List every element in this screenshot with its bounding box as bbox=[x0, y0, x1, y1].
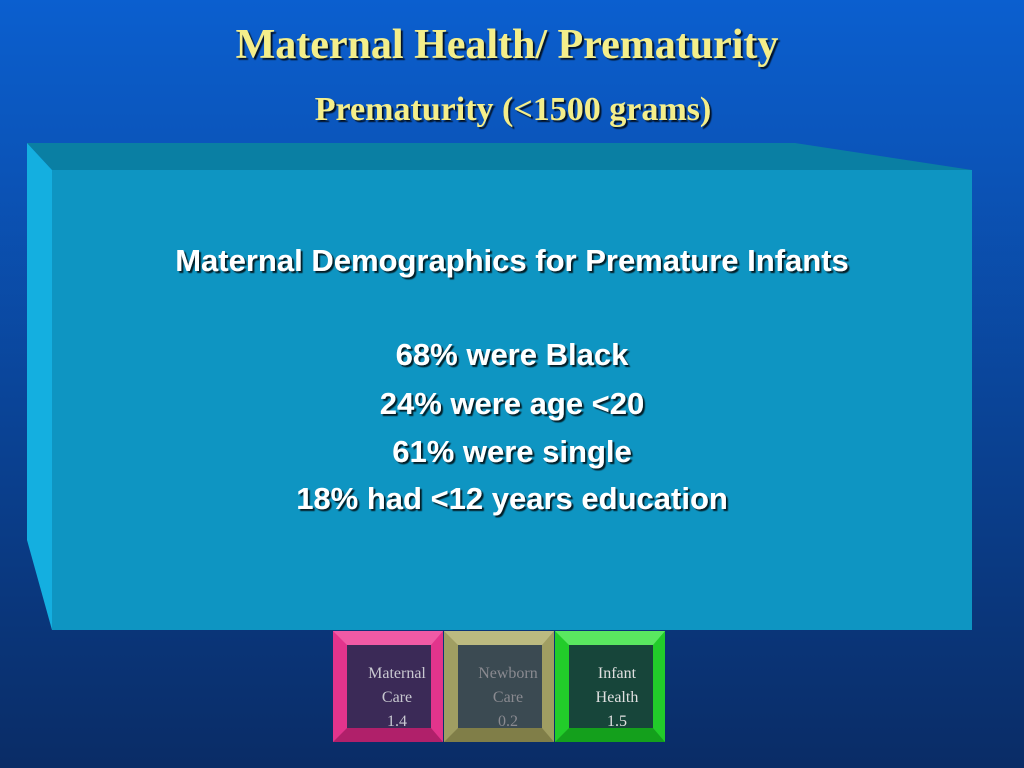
button-label: Care bbox=[382, 689, 412, 706]
button-label: Health bbox=[596, 689, 639, 706]
bevel bbox=[555, 631, 665, 645]
button[interactable]: Infant Health 1.5 bbox=[555, 631, 665, 742]
bevel bbox=[444, 728, 554, 742]
button-label: Newborn bbox=[478, 665, 538, 682]
button-label: 1.5 bbox=[607, 713, 627, 730]
panel-line: 18% had <12 years education bbox=[296, 481, 728, 516]
button-label: Care bbox=[493, 689, 523, 706]
panel-line: 24% were age <20 bbox=[380, 386, 645, 421]
title: Maternal Health/ Prematurity bbox=[236, 22, 779, 68]
button-face bbox=[569, 645, 653, 728]
button-label: Maternal bbox=[368, 665, 426, 682]
bevel bbox=[333, 728, 443, 742]
panel-line: 68% were Black bbox=[396, 337, 629, 372]
button-label: 1.4 bbox=[387, 713, 407, 730]
bevel bbox=[444, 631, 554, 645]
panel-line: 61% were single bbox=[392, 434, 632, 469]
panel-heading: Maternal Demographics for Premature Infa… bbox=[175, 243, 849, 278]
button-face bbox=[458, 645, 542, 728]
panel-top bbox=[27, 143, 972, 170]
button-face bbox=[347, 645, 431, 728]
button-label: Infant bbox=[598, 665, 637, 682]
panel-face bbox=[52, 170, 972, 630]
bevel bbox=[333, 631, 443, 645]
button[interactable]: Newborn Care 0.2 bbox=[444, 631, 554, 742]
button[interactable]: Maternal Care 1.4 bbox=[333, 631, 443, 742]
subtitle: Prematurity (<1500 grams) bbox=[315, 91, 711, 128]
panel: Maternal Demographics for Premature Infa… bbox=[27, 143, 972, 630]
bevel bbox=[555, 728, 665, 742]
button-label: 0.2 bbox=[498, 713, 518, 730]
panel-side bbox=[27, 143, 52, 630]
